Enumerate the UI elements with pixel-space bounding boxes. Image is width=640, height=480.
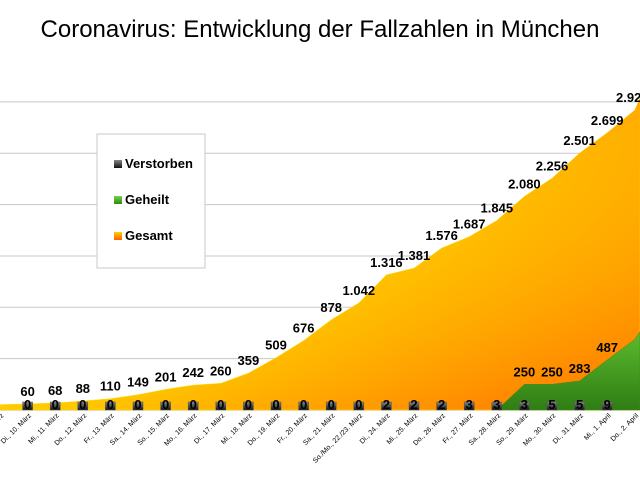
data-label-gesamt: 110 xyxy=(100,379,121,394)
data-label-gesamt: 359 xyxy=(238,353,260,368)
data-label-geheilt: 250 xyxy=(514,364,536,379)
data-label-verstorben: 0 xyxy=(190,397,197,412)
data-label-gesamt: 1.316 xyxy=(370,255,403,270)
series-verstorben-marker xyxy=(77,401,89,411)
data-label-verstorben: 0 xyxy=(328,397,335,412)
series-verstorben-marker xyxy=(298,401,309,411)
series-verstorben-marker xyxy=(243,401,254,411)
data-label-gesamt: 2.256 xyxy=(536,158,569,173)
series-verstorben-marker xyxy=(491,401,503,411)
data-label-gesamt: 60 xyxy=(20,384,34,399)
data-label-verstorben: 3 xyxy=(493,397,500,412)
series-verstorben-marker xyxy=(436,401,447,411)
series-verstorben-marker xyxy=(408,401,420,411)
data-label-verstorben: 0 xyxy=(162,397,169,412)
data-label-gesamt: 1.042 xyxy=(343,283,376,298)
data-label-verstorben: 2 xyxy=(410,397,417,412)
data-label-gesamt: 242 xyxy=(182,365,204,380)
legend-item-verstorben: Verstorben xyxy=(125,156,193,171)
series-verstorben-marker xyxy=(574,401,585,411)
data-label-verstorben: 9 xyxy=(604,397,611,412)
data-label-geheilt: 250 xyxy=(541,364,563,379)
series-gesamt-shade xyxy=(0,97,640,410)
series-verstorben-marker xyxy=(519,401,530,411)
data-label-gesamt: 88 xyxy=(76,381,90,396)
data-label-verstorben: 3 xyxy=(466,397,473,412)
data-label-verstorben: 0 xyxy=(107,397,114,412)
data-label-verstorben: 0 xyxy=(245,397,252,412)
x-tick-label: So./Mo., 22./23. März xyxy=(312,412,365,465)
data-label-gesamt: 2.699 xyxy=(591,113,624,128)
data-label-verstorben: 2 xyxy=(438,397,445,412)
data-label-gesamt: 1.576 xyxy=(425,228,458,243)
x-tick-label: Mi., 1. April xyxy=(583,412,613,442)
series-verstorben-marker xyxy=(22,401,33,411)
data-label-gesamt: 2.080 xyxy=(508,176,541,191)
x-tick-label: Do., 2. April xyxy=(610,412,640,443)
data-label-verstorben: 0 xyxy=(52,397,59,412)
data-label-verstorben: 0 xyxy=(79,397,86,412)
series-geheilt-area xyxy=(496,331,640,411)
chart-title: Coronavirus: Entwicklung der Fallzahlen … xyxy=(40,16,600,43)
series-verstorben-marker xyxy=(546,401,558,411)
legend-item-geheilt: Geheilt xyxy=(125,192,170,207)
data-label-verstorben: 5 xyxy=(576,397,583,412)
series-verstorben-marker xyxy=(381,401,392,411)
series-verstorben-marker xyxy=(270,401,282,411)
series-verstorben-marker xyxy=(187,401,199,411)
data-label-gesamt: 1.687 xyxy=(453,217,486,232)
series-verstorben-marker xyxy=(325,401,337,411)
data-label-gesamt: 260 xyxy=(210,363,232,378)
data-label-verstorben: 3 xyxy=(521,397,528,412)
legend-item-gesamt-swatch xyxy=(114,232,122,240)
series-verstorben-marker xyxy=(463,401,475,411)
series-verstorben-marker xyxy=(353,401,365,411)
data-label-gesamt: 149 xyxy=(127,375,149,390)
series-verstorben-marker xyxy=(105,401,116,411)
data-label-gesamt: 676 xyxy=(293,321,315,336)
series-verstorben-marker xyxy=(49,401,61,411)
data-label-gesamt: 2.92 xyxy=(616,90,640,105)
data-label-gesamt: 878 xyxy=(320,300,342,315)
data-label-verstorben: 0 xyxy=(300,397,307,412)
data-label-verstorben: 5 xyxy=(548,397,555,412)
data-label-gesamt: 1.381 xyxy=(398,248,431,263)
data-label-verstorben: 0 xyxy=(272,397,279,412)
data-label-verstorben: 2 xyxy=(383,397,390,412)
data-label-geheilt: 487 xyxy=(596,340,618,355)
data-label-geheilt: 283 xyxy=(569,361,591,376)
series-verstorben-marker xyxy=(601,401,613,411)
data-label-gesamt: 201 xyxy=(155,369,177,384)
data-label-verstorben: 0 xyxy=(217,397,224,412)
series-verstorben-marker xyxy=(132,401,144,411)
data-label-verstorben: 0 xyxy=(355,397,362,412)
data-label-gesamt: 1.845 xyxy=(481,201,514,216)
series-verstorben-marker xyxy=(215,401,227,411)
legend-item-gesamt: Gesamt xyxy=(125,228,173,243)
series-verstorben-marker xyxy=(160,401,171,411)
data-label-verstorben: 0 xyxy=(134,397,141,412)
data-label-verstorben: 0 xyxy=(24,397,31,412)
data-label-gesamt: 509 xyxy=(265,338,287,353)
data-label-gesamt: 68 xyxy=(48,383,62,398)
legend-item-geheilt-swatch xyxy=(114,196,122,204)
legend-item-verstorben-swatch xyxy=(114,160,122,168)
data-label-gesamt: 2.501 xyxy=(563,133,596,148)
